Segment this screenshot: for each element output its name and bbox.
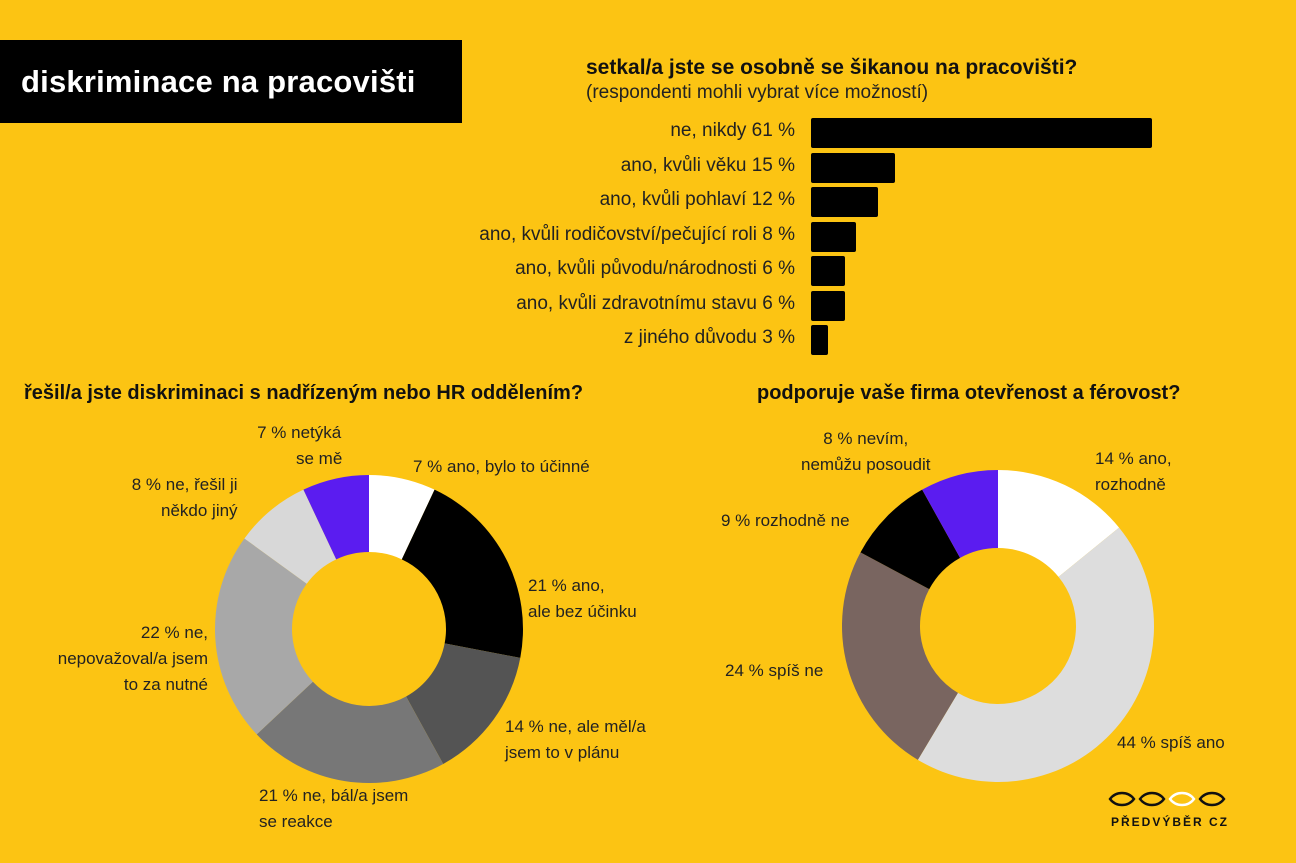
donut1 [215, 475, 523, 783]
brand-logo: PŘEDVÝBĚR CZ [1106, 790, 1234, 829]
donut2 [842, 470, 1154, 782]
donut1-label-reakce-line2: se reakce [259, 812, 333, 831]
donut1-label-nutne-line1: 22 % ne, [140, 623, 208, 642]
donut1-label-v-planu: 14 % ne, ale měl/a jsem to v plánu [505, 714, 646, 766]
bar [811, 290, 845, 321]
donut1-label-ano-ucinne: 7 % ano, bylo to účinné [413, 457, 590, 476]
bar [811, 187, 879, 217]
bar-label: z jiného důvodu 3 % [623, 327, 795, 348]
donut1-label-reakce-line1: 21 % ne, bál/a jsem [259, 786, 409, 805]
bar-label: ano, kvůli rodičovství/pečující roli 8 % [479, 223, 795, 245]
bar-label: ano, kvůli zdravotnímu stavu 6 % [516, 292, 795, 314]
donut2-label-nevim-line2: nemůžu posoudit [801, 455, 931, 474]
donut1-label-nutne-line2: nepovažoval/a jsem [57, 649, 208, 668]
donut2-label-rozhodne-line2: rozhodně [1095, 475, 1166, 494]
donut1-label-reakce: 21 % ne, bál/a jsem se reakce [259, 783, 408, 835]
bar-label: ne, nikdy 61 % [670, 120, 795, 141]
bar-label: ano, kvůli původu/národnosti 6 % [515, 258, 795, 279]
donut1-label-bez-ucinku-line1: 21 % ano, [528, 576, 605, 595]
bar [811, 256, 845, 286]
donut2-label-rozhodne: 14 % ano, rozhodně [1095, 446, 1172, 498]
donut-slice [244, 489, 337, 584]
bar-label: ano, kvůli pohlaví 12 % [599, 189, 795, 210]
donut-slice [369, 475, 435, 560]
donut2-label-rozhodne-line1: 14 % ano, [1095, 449, 1172, 468]
donut-slice [998, 470, 1120, 577]
bar-chart-subtitle: (respondenti mohli vybrat více možností) [586, 82, 929, 103]
donut1-label-jiny-line2: někdo jiný [161, 501, 238, 520]
donut1-label-jiny: 8 % ne, řešil ji někdo jiný [130, 472, 238, 524]
donut1-label-nutne: 22 % ne, nepovažoval/a jsem to za nutné [28, 620, 208, 698]
donut1-label-v-planu-line1: 14 % ne, ale měl/a [505, 717, 646, 736]
donut2-label-spis-ne: 24 % spíš ne [725, 661, 824, 680]
donut2-label-nevim-line1: 8 % nevím, [823, 429, 909, 448]
donut1-label-netyka-line1: 7 % netýká [257, 423, 342, 442]
bar [811, 221, 856, 252]
donut1-label-jiny-line1: 8 % ne, řešil ji [131, 475, 238, 494]
page-title: diskriminace na pracovišti [0, 40, 462, 123]
donut1-label-bez-ucinku: 21 % ano, ale bez účinku [528, 573, 637, 625]
donut-slice [406, 643, 521, 764]
bar [811, 152, 895, 183]
donut1-label-netyka: 7 % netýká se mě [256, 420, 342, 472]
donut2-title: podporuje vaše firma otevřenost a férovo… [757, 382, 1181, 404]
donut1-title: řešil/a jste diskriminaci s nadřízeným n… [24, 382, 584, 404]
donut2-label-nevim: 8 % nevím, nemůžu posoudit [801, 426, 930, 478]
page-title-text: diskriminace na pracovišti [21, 63, 416, 99]
donut-slice [860, 489, 961, 590]
bar [811, 325, 828, 355]
donut-slice [401, 489, 523, 658]
bar-chart-title: setkal/a jste se osobně se šikanou na pr… [586, 56, 1078, 79]
donut2-label-rozhodne-ne: 9 % rozhodně ne [721, 511, 850, 530]
donut1-label-v-planu-line2: jsem to v plánu [505, 743, 620, 762]
donut1-label-netyka-line2: se mě [296, 449, 343, 468]
donut1-label-bez-ucinku-line2: ale bez účinku [528, 602, 637, 621]
donut-slice [922, 470, 998, 558]
bar-label: ano, kvůli věku 15 % [620, 154, 795, 176]
donut-slice [917, 527, 1154, 782]
donut-slice [303, 475, 369, 560]
donut-slice [256, 681, 444, 783]
logo-text: PŘEDVÝBĚR CZ [1110, 815, 1229, 829]
donut-slice [842, 552, 958, 760]
donut2-label-spis-ano: 44 % spíš ano [1117, 733, 1225, 752]
donut1-label-nutne-line3: to za nutné [123, 675, 208, 694]
donut-slice [215, 538, 313, 735]
bar [811, 118, 1152, 148]
fish-logo-icon [1108, 791, 1226, 807]
